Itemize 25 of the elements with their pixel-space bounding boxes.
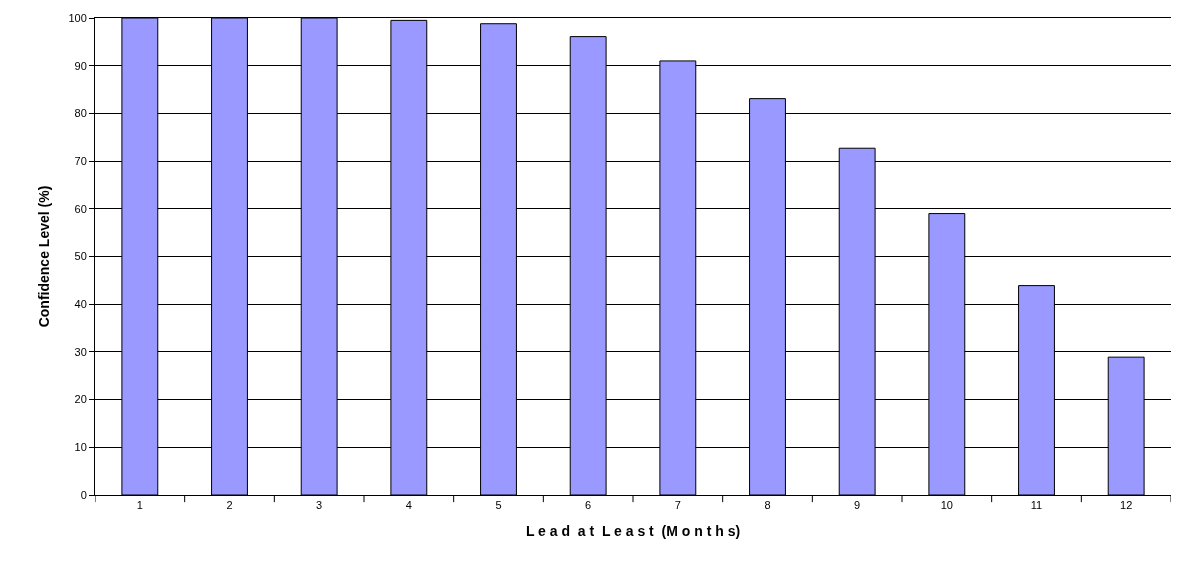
x-tick-label: 2: [226, 499, 233, 512]
y-tick-label: 30: [74, 345, 87, 358]
x-tick-label: 9: [854, 499, 861, 512]
y-tick-label: 20: [74, 393, 87, 406]
y-tick-label: 90: [74, 59, 87, 72]
y-axis-title: Confidence Level (%): [36, 185, 53, 328]
x-tick-label: 8: [764, 499, 771, 512]
x-tick-label: 6: [585, 499, 592, 512]
x-tick-label: 10: [940, 499, 953, 512]
x-tick-label: 7: [674, 499, 681, 512]
x-axis-title: L e a d a t L e a s t (M o n t h s): [525, 522, 741, 539]
y-tick-label: 80: [74, 107, 87, 120]
x-tick-label: 11: [1030, 499, 1043, 512]
y-tick-label: 40: [74, 298, 87, 311]
x-tick-label: 1: [136, 499, 143, 512]
y-tick-label: 60: [74, 202, 87, 215]
y-tick-label: 70: [74, 154, 87, 167]
x-tick-label: 3: [316, 499, 323, 512]
x-tick-label: 12: [1120, 499, 1133, 512]
y-tick-label: 100: [68, 11, 87, 24]
y-tick-label: 10: [74, 441, 87, 454]
x-tick-label: 5: [495, 499, 502, 512]
x-tick-label: 4: [405, 499, 412, 512]
y-tick-label: 50: [74, 250, 87, 263]
y-tick-label: 0: [80, 488, 87, 501]
